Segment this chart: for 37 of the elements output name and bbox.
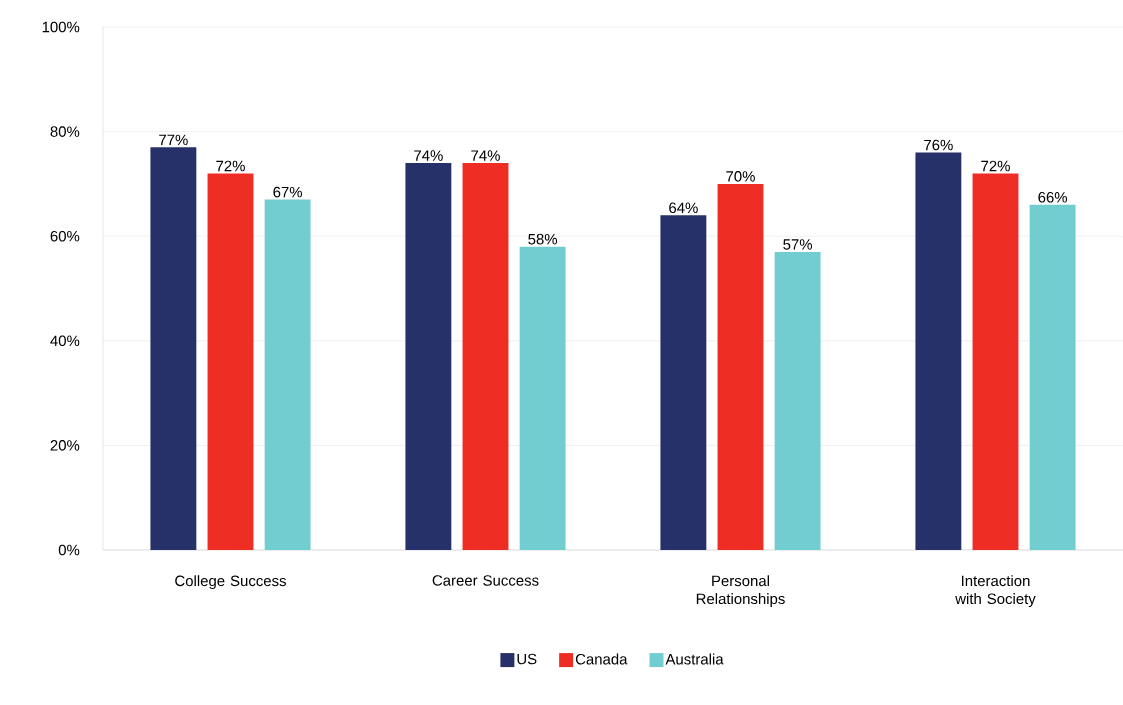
legend-label: Canada [575, 653, 628, 665]
data-label: 66% [1038, 192, 1068, 203]
bar [264, 199, 311, 550]
data-label: 67% [273, 186, 303, 198]
y-tick-label: 100% [42, 21, 80, 33]
y-tick-label: 20% [50, 440, 80, 451]
bar [405, 162, 452, 550]
bar [207, 173, 254, 550]
bar [717, 183, 764, 550]
legend-label: Australia [665, 653, 724, 665]
y-tick-label: 80% [50, 126, 80, 137]
bar [150, 147, 197, 550]
bar [915, 152, 962, 550]
data-label: 77% [159, 134, 188, 146]
data-label: 72% [216, 160, 245, 172]
y-tick-label: 60% [50, 230, 80, 242]
data-label: 74% [414, 150, 443, 161]
data-label: 64% [669, 202, 698, 214]
data-label: 74% [471, 150, 500, 161]
data-label: 58% [528, 233, 558, 245]
data-label: 72% [981, 160, 1010, 172]
bar [519, 246, 566, 550]
bar [660, 215, 707, 550]
y-tick-label: 40% [50, 335, 80, 347]
x-tick-label: College Success [175, 575, 286, 590]
data-label: 57% [783, 239, 813, 250]
bar [972, 173, 1019, 550]
data-label: 70% [726, 171, 755, 182]
bar [462, 162, 509, 550]
data-label: 76% [924, 139, 953, 151]
legend-label: US [517, 653, 537, 665]
y-tick-label: 0% [58, 544, 80, 556]
x-tick-label: Career Success [432, 575, 539, 586]
x-tick-label: Personal Relationships [696, 575, 785, 608]
x-tick-label: Interaction with Society [955, 575, 1036, 608]
bar [1029, 204, 1076, 550]
bar [774, 251, 821, 550]
